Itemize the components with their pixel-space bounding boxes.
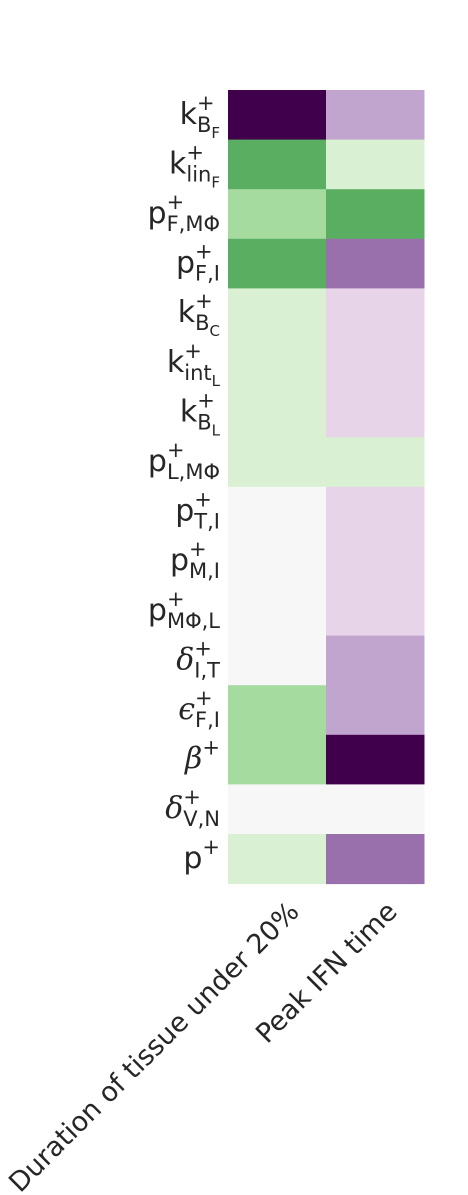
row-label-sup: + (194, 636, 212, 660)
heatmap-cell (326, 487, 425, 537)
heatmap-cell (228, 586, 327, 636)
row-label-sup: + (167, 587, 185, 611)
heatmap-cell (326, 288, 425, 338)
heatmap-cell (228, 834, 327, 884)
row-label: p+ (183, 835, 220, 876)
row-label: β+ (184, 736, 220, 777)
row-label-sup: + (183, 785, 201, 809)
heatmap-cell (228, 536, 327, 586)
column-labels: Duration of tissue under 20%Peak IFN tim… (3, 896, 403, 1195)
heatmap-cell (326, 586, 425, 636)
heatmap-cell (228, 636, 327, 686)
row-label-sup: + (167, 190, 185, 214)
heatmap-cell (228, 140, 327, 190)
heatmap-cell (326, 388, 425, 438)
heatmap-cell (228, 784, 327, 834)
heatmap-cell (228, 487, 327, 537)
heatmap-cell (326, 189, 425, 239)
heatmap-cell (228, 388, 327, 438)
heatmap-cell (228, 735, 327, 785)
heatmap-cells (228, 90, 425, 884)
row-label-sup: + (195, 289, 213, 313)
row-label-sup: + (194, 488, 212, 512)
heatmap-cell (326, 338, 425, 388)
heatmap-cell (228, 90, 327, 140)
heatmap-cell (326, 834, 425, 884)
heatmap-cell (326, 685, 425, 735)
heatmap-cell (326, 90, 425, 140)
heatmap-cell (228, 437, 327, 487)
row-label-sup: + (189, 537, 207, 561)
heatmap-cell (326, 536, 425, 586)
row-label-sup: + (186, 140, 204, 164)
heatmap-cell (228, 288, 327, 338)
row-label-sup: + (195, 240, 213, 264)
heatmap-cell (326, 437, 425, 487)
heatmap-cell (228, 338, 327, 388)
heatmap-cell (326, 239, 425, 289)
row-label-sup: + (197, 388, 215, 412)
heatmap-cell (228, 239, 327, 289)
row-label-sup: + (184, 339, 202, 363)
heatmap-cell (326, 636, 425, 686)
heatmap-cell (228, 189, 327, 239)
heatmap-cell (326, 140, 425, 190)
heatmap-cell (326, 735, 425, 785)
row-label-sup: + (167, 438, 185, 462)
row-label-sup: + (195, 686, 213, 710)
row-label-sup: + (197, 91, 215, 115)
heatmap-cell (228, 685, 327, 735)
column-label: Duration of tissue under 20% (3, 896, 305, 1195)
heatmap-cell (326, 784, 425, 834)
row-labels: kBF+klinF+pF,MΦ+pF,I+kBC+kintL+kBL+pL,MΦ… (148, 91, 221, 876)
